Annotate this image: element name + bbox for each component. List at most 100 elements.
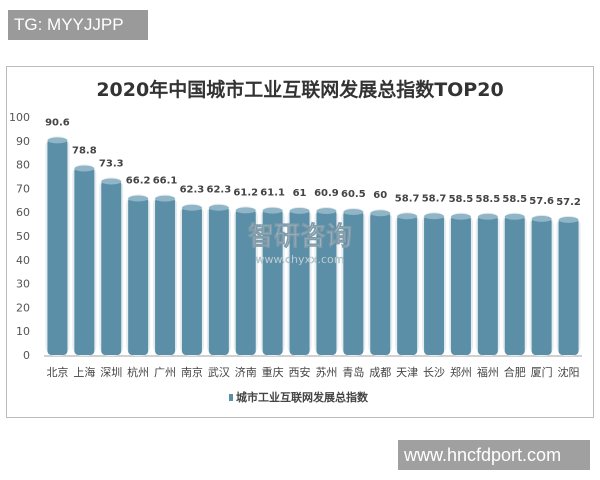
x-tick-label: 深圳 bbox=[100, 366, 122, 379]
x-tick-label: 杭州 bbox=[127, 365, 149, 379]
y-tick-label: 50 bbox=[16, 230, 30, 243]
bar bbox=[424, 215, 445, 355]
bar bbox=[235, 209, 256, 355]
y-tick-label: 80 bbox=[16, 159, 30, 172]
data-label: 57.6 bbox=[529, 196, 554, 207]
bar bbox=[47, 139, 68, 355]
legend: 城市工业互联网发展总指数 bbox=[229, 390, 369, 404]
data-label: 60.9 bbox=[314, 188, 339, 199]
x-tick-label: 长沙 bbox=[423, 366, 445, 379]
x-tick-label: 郑州 bbox=[450, 365, 472, 379]
bar-top bbox=[558, 216, 579, 223]
data-label: 62.3 bbox=[207, 185, 232, 196]
y-tick-label: 0 bbox=[23, 349, 30, 362]
x-tick-label: 广州 bbox=[154, 366, 176, 379]
data-label: 66.2 bbox=[126, 175, 151, 186]
data-label: 61 bbox=[293, 188, 307, 199]
bar bbox=[74, 167, 95, 355]
bar bbox=[101, 180, 122, 355]
bar-top bbox=[504, 213, 525, 220]
x-tick-label: 天津 bbox=[396, 366, 418, 379]
bar-top bbox=[181, 204, 202, 211]
y-tick-label: 30 bbox=[16, 278, 30, 291]
x-tick-label: 重庆 bbox=[262, 365, 284, 379]
x-tick-label: 武汉 bbox=[208, 366, 230, 379]
x-tick-label: 西安 bbox=[289, 365, 311, 379]
data-label: 66.1 bbox=[153, 176, 178, 187]
watermark-name: 智研咨询 bbox=[248, 221, 352, 252]
x-tick-label: 成都 bbox=[369, 366, 391, 379]
bar-top bbox=[289, 207, 310, 214]
y-tick-label: 10 bbox=[16, 325, 30, 338]
data-label: 78.8 bbox=[72, 145, 97, 156]
x-tick-label: 北京 bbox=[46, 365, 68, 379]
bar bbox=[531, 217, 552, 355]
x-tick-label: 苏州 bbox=[315, 366, 337, 379]
x-tick-label: 济南 bbox=[235, 365, 257, 379]
bar-top bbox=[397, 213, 418, 220]
bar-top bbox=[155, 195, 176, 202]
data-label: 62.3 bbox=[180, 185, 205, 196]
bar-top bbox=[450, 213, 471, 220]
bar bbox=[504, 215, 525, 355]
x-tick-label: 福州 bbox=[477, 365, 499, 379]
bar bbox=[208, 206, 229, 355]
x-tick-label: 青岛 bbox=[342, 365, 364, 379]
x-tick-label: 上海 bbox=[73, 365, 95, 379]
bar-top bbox=[424, 213, 445, 220]
y-tick-label: 20 bbox=[16, 301, 30, 314]
bar bbox=[450, 215, 471, 355]
bar-top bbox=[316, 208, 337, 215]
data-label: 58.5 bbox=[502, 194, 527, 205]
bar bbox=[397, 215, 418, 355]
bar-top bbox=[262, 207, 283, 214]
bar-top bbox=[531, 215, 552, 222]
x-tick-label: 南京 bbox=[181, 365, 203, 379]
bar bbox=[289, 209, 310, 355]
bar-top bbox=[101, 178, 122, 185]
legend-swatch bbox=[229, 394, 233, 401]
data-label: 58.7 bbox=[422, 193, 447, 204]
chart-title: 2020年中国城市工业互联网发展总指数TOP20 bbox=[96, 78, 503, 101]
x-tick-label: 合肥 bbox=[504, 365, 526, 379]
data-label: 90.6 bbox=[45, 117, 70, 128]
data-label: 61.1 bbox=[260, 188, 285, 199]
bar-top bbox=[74, 165, 95, 172]
y-tick-label: 70 bbox=[16, 182, 30, 195]
watermark-url: www.chyxx.com bbox=[255, 253, 344, 266]
bar bbox=[370, 212, 391, 355]
bar-top bbox=[343, 209, 364, 216]
bar bbox=[477, 215, 498, 355]
bar-top bbox=[128, 195, 149, 202]
bar bbox=[128, 197, 149, 355]
bar bbox=[181, 206, 202, 355]
x-tick-label: 厦门 bbox=[531, 365, 553, 379]
bar-top bbox=[47, 137, 68, 144]
bar-top bbox=[477, 213, 498, 220]
bar-top bbox=[208, 204, 229, 211]
bar bbox=[558, 218, 579, 355]
bar bbox=[155, 197, 176, 355]
watermark: 智研咨询 www.chyxx.com bbox=[248, 221, 353, 266]
bar bbox=[316, 210, 337, 355]
y-tick-label: 90 bbox=[16, 135, 30, 148]
legend-label: 城市工业互联网发展总指数 bbox=[236, 390, 369, 404]
bar-top bbox=[370, 210, 391, 217]
data-label: 73.3 bbox=[99, 159, 124, 170]
bar bbox=[262, 209, 283, 355]
bar bbox=[343, 211, 364, 355]
data-label: 58.5 bbox=[449, 194, 474, 205]
x-tick-label: 沈阳 bbox=[558, 365, 580, 379]
bar-top bbox=[235, 207, 256, 214]
data-label: 60.5 bbox=[341, 189, 366, 200]
overlay-tag: TG: MYYJJPP bbox=[8, 10, 148, 40]
data-label: 58.5 bbox=[476, 194, 501, 205]
y-tick-label: 60 bbox=[16, 206, 30, 219]
site-label: www.hncfdport.com bbox=[398, 440, 590, 470]
y-tick-label: 100 bbox=[9, 111, 30, 124]
data-label: 58.7 bbox=[395, 193, 420, 204]
data-label: 61.2 bbox=[233, 187, 258, 198]
y-tick-label: 40 bbox=[16, 254, 30, 267]
data-label: 60 bbox=[373, 190, 387, 201]
